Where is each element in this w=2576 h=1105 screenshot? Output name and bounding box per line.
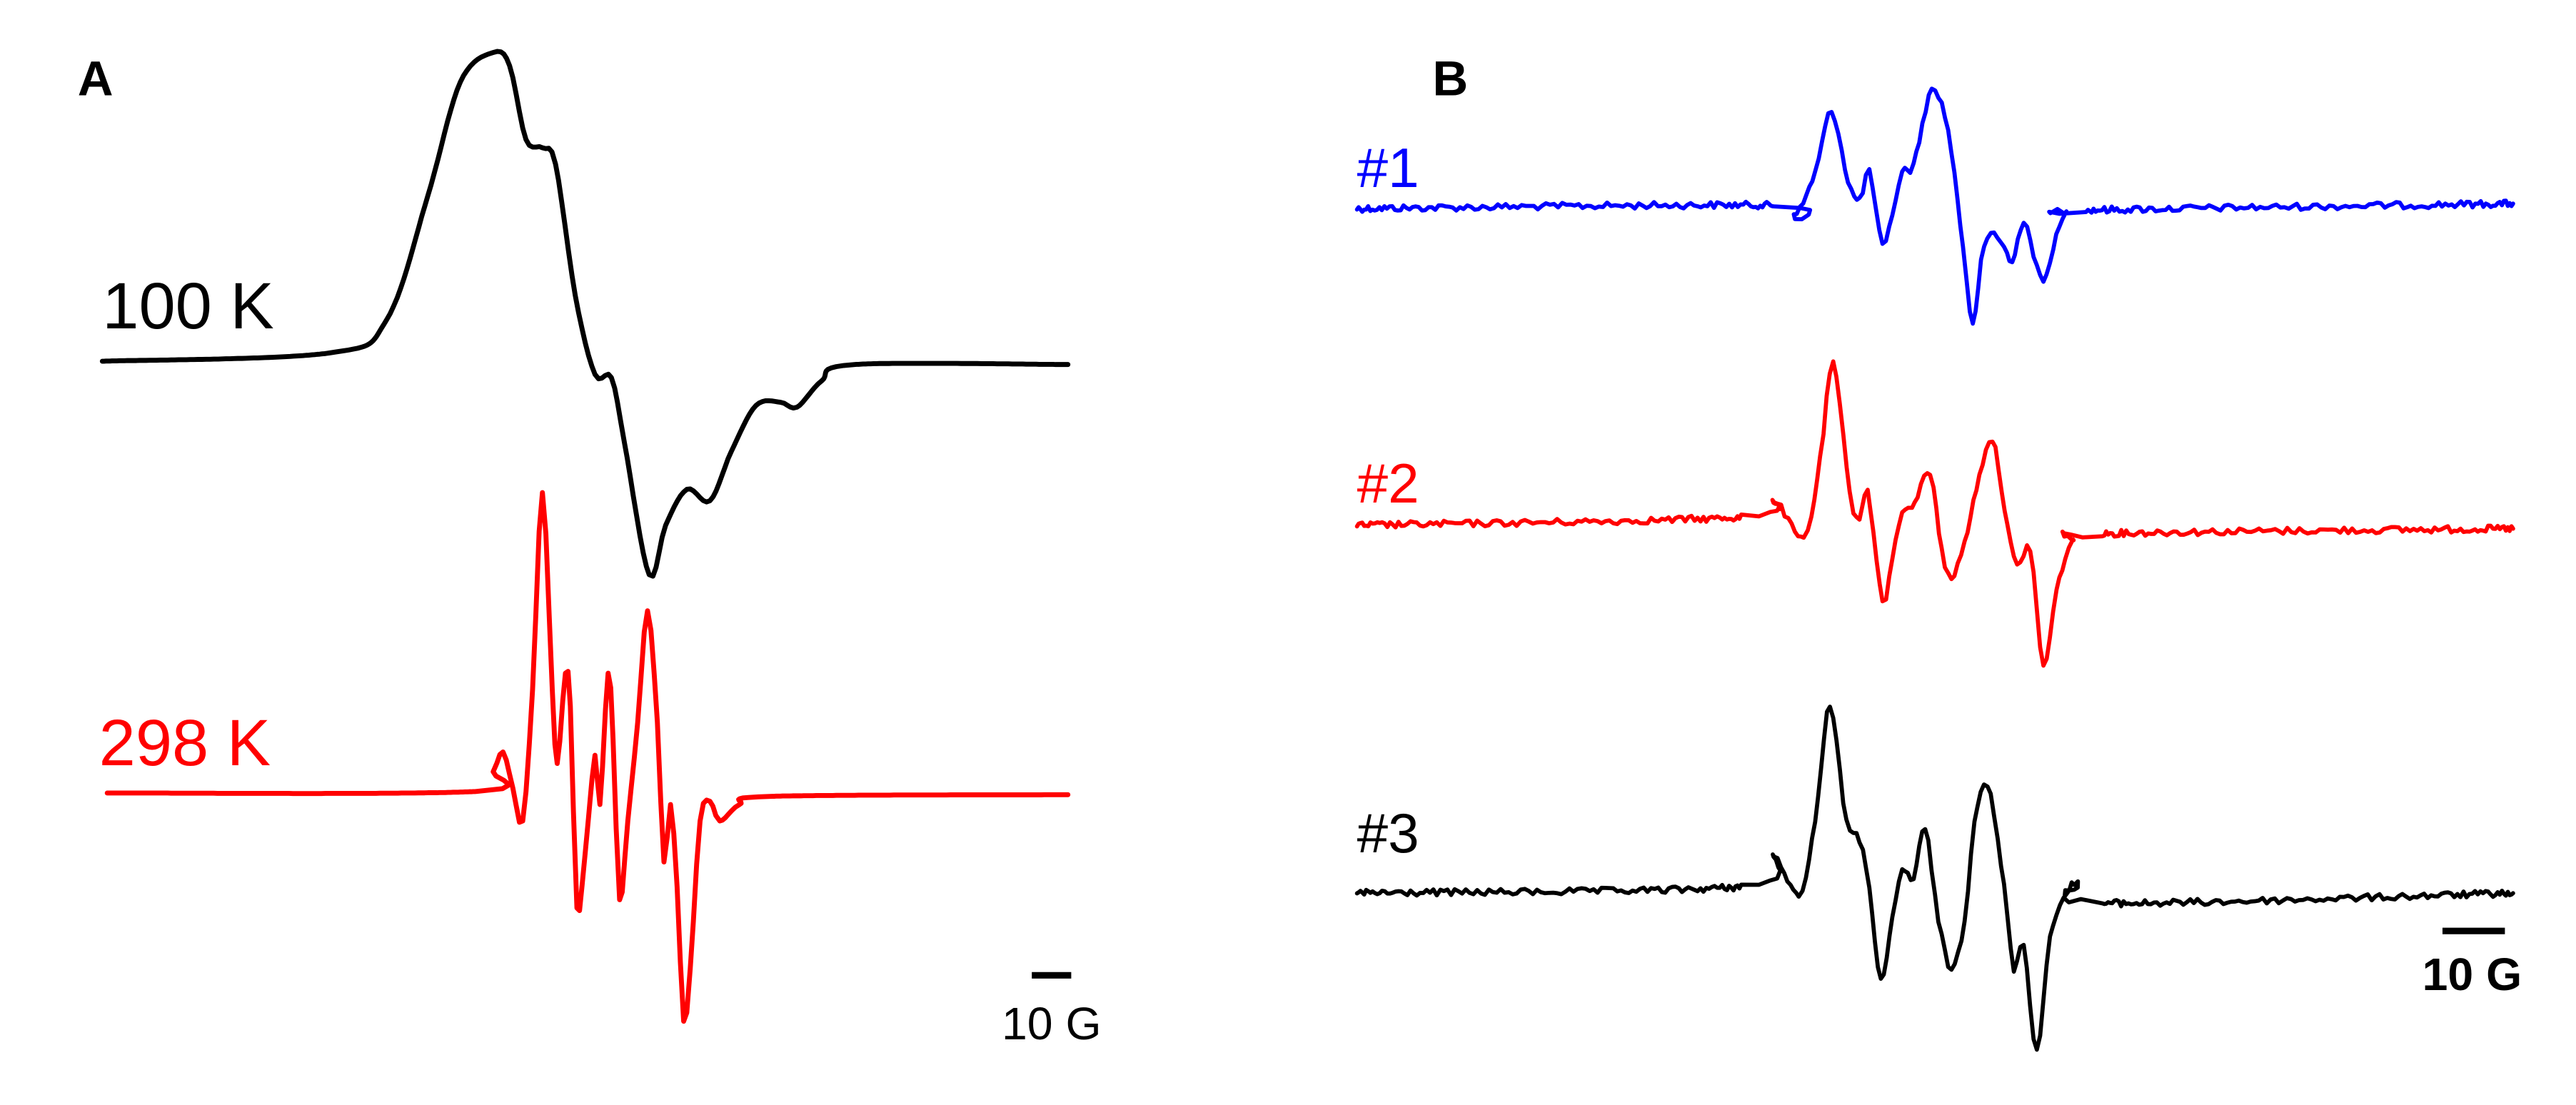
spectrum-trace	[1354, 705, 2515, 1052]
spectrum-trace	[1354, 86, 2515, 326]
trace-label: 100 K	[102, 270, 273, 343]
trace-label: #2	[1357, 452, 1419, 515]
trace-label: 298 K	[99, 707, 271, 779]
panel-label: A	[78, 51, 114, 106]
trace-label: #1	[1357, 136, 1419, 199]
trace-label: #3	[1357, 802, 1419, 864]
scale-bar-label: 10 G	[2422, 949, 2522, 1000]
scale-bar-label: 10 G	[1002, 998, 1102, 1049]
spectrum-trace	[99, 49, 1071, 579]
spectrum-trace	[1354, 359, 2515, 668]
panel-label: B	[1432, 51, 1468, 106]
spectrum-trace	[104, 490, 1071, 1024]
